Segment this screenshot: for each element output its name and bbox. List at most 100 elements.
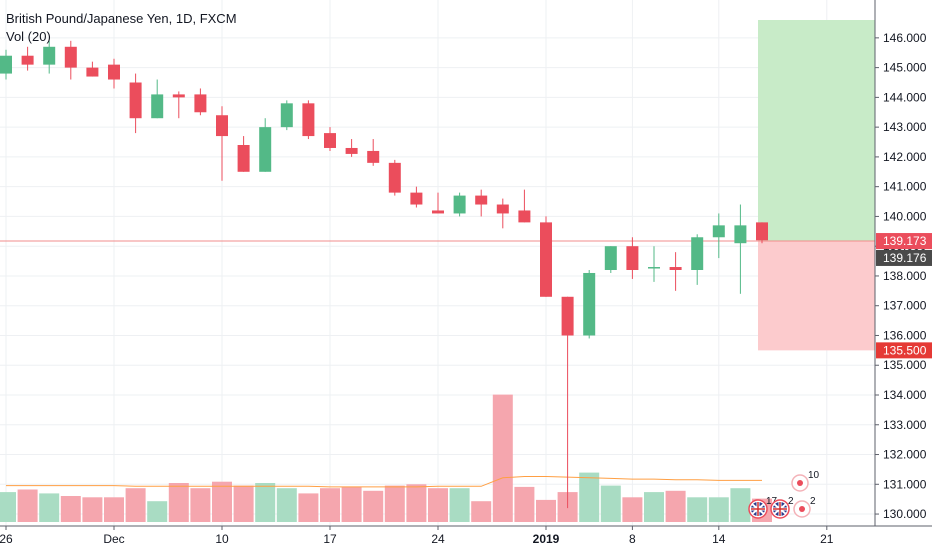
candle-body	[561, 296, 574, 336]
time-tick-label: 24	[431, 532, 445, 546]
event-marker[interactable]: 2	[793, 496, 816, 518]
candle-body	[518, 210, 531, 223]
price-tick-label: 130.000	[883, 507, 927, 521]
price-tag: 139.173	[876, 233, 932, 250]
volume-bar	[622, 497, 643, 522]
event-marker[interactable]: 2	[770, 496, 794, 519]
price-tick-label: 134.000	[883, 388, 927, 402]
price-tag-bg	[876, 249, 932, 266]
grid-lines	[0, 0, 875, 526]
profit-zone[interactable]	[758, 20, 875, 242]
candle-body	[669, 267, 682, 270]
candle-body	[21, 55, 34, 65]
volume-bar	[276, 488, 297, 522]
volume-bar	[406, 484, 427, 522]
chart-legend: British Pound/Japanese Yen, 1D, FXCM Vol…	[6, 10, 237, 46]
candle-body	[108, 64, 120, 80]
volume-bar	[428, 488, 448, 522]
volume-bars	[0, 394, 772, 522]
price-ticks: 130.000 131.000 132.000 133.000 134.000 135.0…	[875, 31, 927, 521]
volume-bar	[190, 488, 211, 522]
price-tag-label: 139.173	[883, 234, 927, 248]
time-tick-label: 26	[0, 532, 13, 546]
volume-bar	[708, 497, 729, 522]
event-count: 17	[766, 496, 778, 507]
time-axis[interactable]: 26 Dec 10 17 24 2019 8 14 21	[0, 525, 932, 550]
volume-indicator-label[interactable]: Vol (20)	[6, 29, 51, 44]
price-tick-label: 135.000	[883, 358, 927, 372]
time-tick-label: 2019	[533, 532, 560, 546]
uk-flag-icon	[748, 499, 768, 519]
position-zones[interactable]	[758, 20, 875, 351]
price-tags: 139.173 139.176 135.500	[876, 233, 932, 359]
volume-bar	[644, 492, 664, 522]
volume-bar	[579, 472, 600, 522]
volume-bar	[255, 483, 276, 522]
price-tick-label: 145.000	[883, 61, 927, 75]
volume-bar	[384, 485, 405, 522]
event-markers[interactable]: 17 2 2 10	[748, 470, 820, 519]
candle-body	[410, 192, 423, 205]
time-tick-label: 10	[215, 532, 229, 546]
event-count: 2	[810, 496, 816, 507]
red-dot-icon	[793, 500, 811, 518]
candle-body	[324, 133, 336, 148]
candle-body	[540, 222, 552, 297]
volume-bar	[320, 488, 340, 522]
candle-body	[453, 195, 466, 214]
price-tag: 139.176	[876, 249, 932, 266]
price-tick-label: 138.000	[883, 269, 927, 283]
volume-bar	[298, 493, 319, 522]
candle-body	[475, 195, 488, 205]
event-marker[interactable]: 10	[791, 470, 820, 492]
event-count: 10	[808, 470, 820, 481]
price-tick-label: 136.000	[883, 328, 927, 342]
candle-body	[129, 82, 142, 119]
volume-bar	[212, 481, 232, 522]
candle-body	[712, 225, 725, 238]
candle-body	[194, 94, 207, 113]
time-tick-label: 21	[820, 532, 834, 546]
volume-bar	[104, 497, 124, 522]
candle-body	[302, 103, 315, 137]
candle-body	[648, 267, 660, 269]
candle-body	[756, 222, 768, 241]
price-tag-bg	[876, 233, 932, 250]
candle-body	[216, 115, 228, 137]
time-tick-label: Dec	[103, 532, 124, 546]
candle-body	[367, 150, 380, 163]
candle-body	[0, 55, 12, 74]
volume-bar	[60, 496, 81, 522]
symbol-title[interactable]: British Pound/Japanese Yen, 1D, FXCM	[6, 11, 237, 26]
volume-bar	[147, 501, 168, 522]
price-tick-label: 137.000	[883, 299, 927, 313]
price-tag-label: 139.176	[883, 251, 927, 265]
volume-bar	[363, 490, 384, 522]
candle-body	[691, 237, 704, 270]
candle-body	[583, 272, 596, 336]
event-marker[interactable]: 17	[748, 496, 778, 519]
price-tick-label: 133.000	[883, 418, 927, 432]
loss-zone[interactable]	[758, 241, 875, 351]
time-tick-label: 14	[712, 532, 726, 546]
volume-bar	[0, 492, 16, 522]
price-tick-label: 142.000	[883, 150, 927, 164]
volume-bar	[449, 488, 470, 522]
volume-bar	[687, 497, 708, 522]
candle-body	[345, 147, 358, 154]
volume-bar	[665, 490, 686, 522]
candle-body	[496, 204, 509, 214]
candle-body	[626, 246, 639, 270]
candle-body	[388, 162, 401, 193]
candle-body	[734, 225, 747, 244]
candle-body	[432, 210, 444, 214]
event-dot	[799, 506, 805, 512]
red-dot-icon	[791, 474, 809, 492]
candle-body	[151, 94, 164, 119]
price-tag: 135.500	[876, 342, 932, 359]
volume-bar	[341, 486, 362, 522]
price-axis[interactable]: 130.000 131.000 132.000 133.000 134.000 135.0…	[874, 0, 932, 526]
candle-body	[259, 127, 272, 172]
